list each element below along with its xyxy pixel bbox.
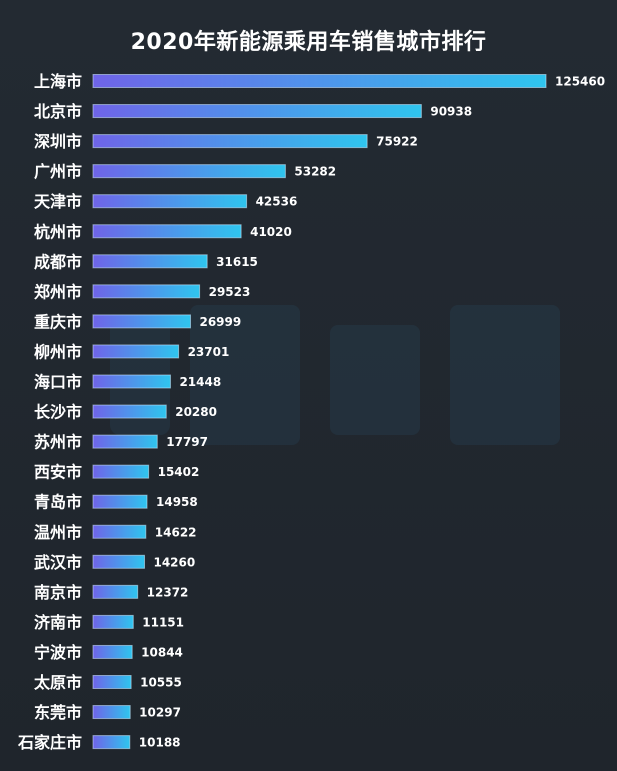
category-label: 南京市 xyxy=(34,583,82,602)
bar xyxy=(92,404,167,419)
category-label: 石家庄市 xyxy=(17,733,82,752)
value-label: 53282 xyxy=(294,165,336,179)
bar xyxy=(92,644,133,659)
bar xyxy=(92,74,547,88)
bar xyxy=(92,735,131,750)
bar xyxy=(92,584,139,599)
value-label: 31615 xyxy=(216,255,258,269)
bar xyxy=(92,494,148,509)
value-label: 41020 xyxy=(250,225,292,239)
category-label: 深圳市 xyxy=(34,132,82,151)
value-label: 75922 xyxy=(376,135,418,149)
bar xyxy=(92,374,171,389)
bar xyxy=(92,614,134,629)
category-label: 苏州市 xyxy=(34,433,82,452)
value-label: 23701 xyxy=(188,345,230,359)
category-label: 柳州市 xyxy=(34,342,82,361)
bar xyxy=(92,284,201,299)
category-label: 宁波市 xyxy=(34,643,82,662)
value-label: 10188 xyxy=(139,736,181,750)
value-label: 21448 xyxy=(179,375,221,389)
category-label: 上海市 xyxy=(34,72,82,91)
value-label: 20280 xyxy=(175,405,217,419)
value-label: 17797 xyxy=(166,435,208,449)
category-label: 东莞市 xyxy=(34,703,82,722)
category-label: 武汉市 xyxy=(34,553,82,572)
bar xyxy=(92,314,191,329)
category-label: 成都市 xyxy=(34,252,82,271)
bar xyxy=(92,434,158,449)
bar xyxy=(92,524,147,539)
value-label: 12372 xyxy=(147,585,189,599)
category-label: 广州市 xyxy=(34,162,82,181)
category-label: 济南市 xyxy=(34,613,82,632)
value-label: 90938 xyxy=(430,105,472,119)
category-label: 太原市 xyxy=(33,673,82,692)
bar xyxy=(92,554,145,569)
category-label: 北京市 xyxy=(34,102,82,121)
value-label: 10555 xyxy=(140,676,182,690)
value-label: 15402 xyxy=(158,465,200,479)
category-label: 海口市 xyxy=(34,373,82,392)
category-label: 杭州市 xyxy=(34,222,82,241)
bar xyxy=(92,675,132,689)
bar xyxy=(92,344,180,359)
value-label: 10297 xyxy=(139,706,181,720)
bar xyxy=(92,254,208,269)
value-label: 26999 xyxy=(199,315,241,329)
value-label: 14260 xyxy=(153,555,195,569)
category-label: 青岛市 xyxy=(34,493,82,512)
value-label: 14622 xyxy=(155,525,197,539)
value-label: 14958 xyxy=(156,495,198,509)
value-label: 10844 xyxy=(141,645,183,659)
category-label: 长沙市 xyxy=(34,403,82,422)
bar xyxy=(92,164,286,179)
category-label: 温州市 xyxy=(33,523,82,542)
value-label: 11151 xyxy=(142,615,184,629)
bars-layer: 上海市 125460 北京市 90938 深圳市 75922 广州市 53282 天津市 4253… xyxy=(17,72,605,752)
bar xyxy=(92,104,422,119)
bar xyxy=(92,224,242,239)
bar xyxy=(92,134,368,149)
chart-title: 2020年新能源乘用车销售城市排行 xyxy=(130,30,487,55)
category-label: 重庆市 xyxy=(34,312,82,331)
value-label: 29523 xyxy=(209,285,251,299)
bar xyxy=(92,194,248,209)
category-label: 西安市 xyxy=(34,463,82,482)
category-label: 天津市 xyxy=(34,192,82,211)
bar xyxy=(92,464,150,479)
value-label: 125460 xyxy=(555,75,605,89)
category-label: 郑州市 xyxy=(34,282,82,301)
bar xyxy=(92,705,131,720)
value-label: 42536 xyxy=(256,195,298,209)
